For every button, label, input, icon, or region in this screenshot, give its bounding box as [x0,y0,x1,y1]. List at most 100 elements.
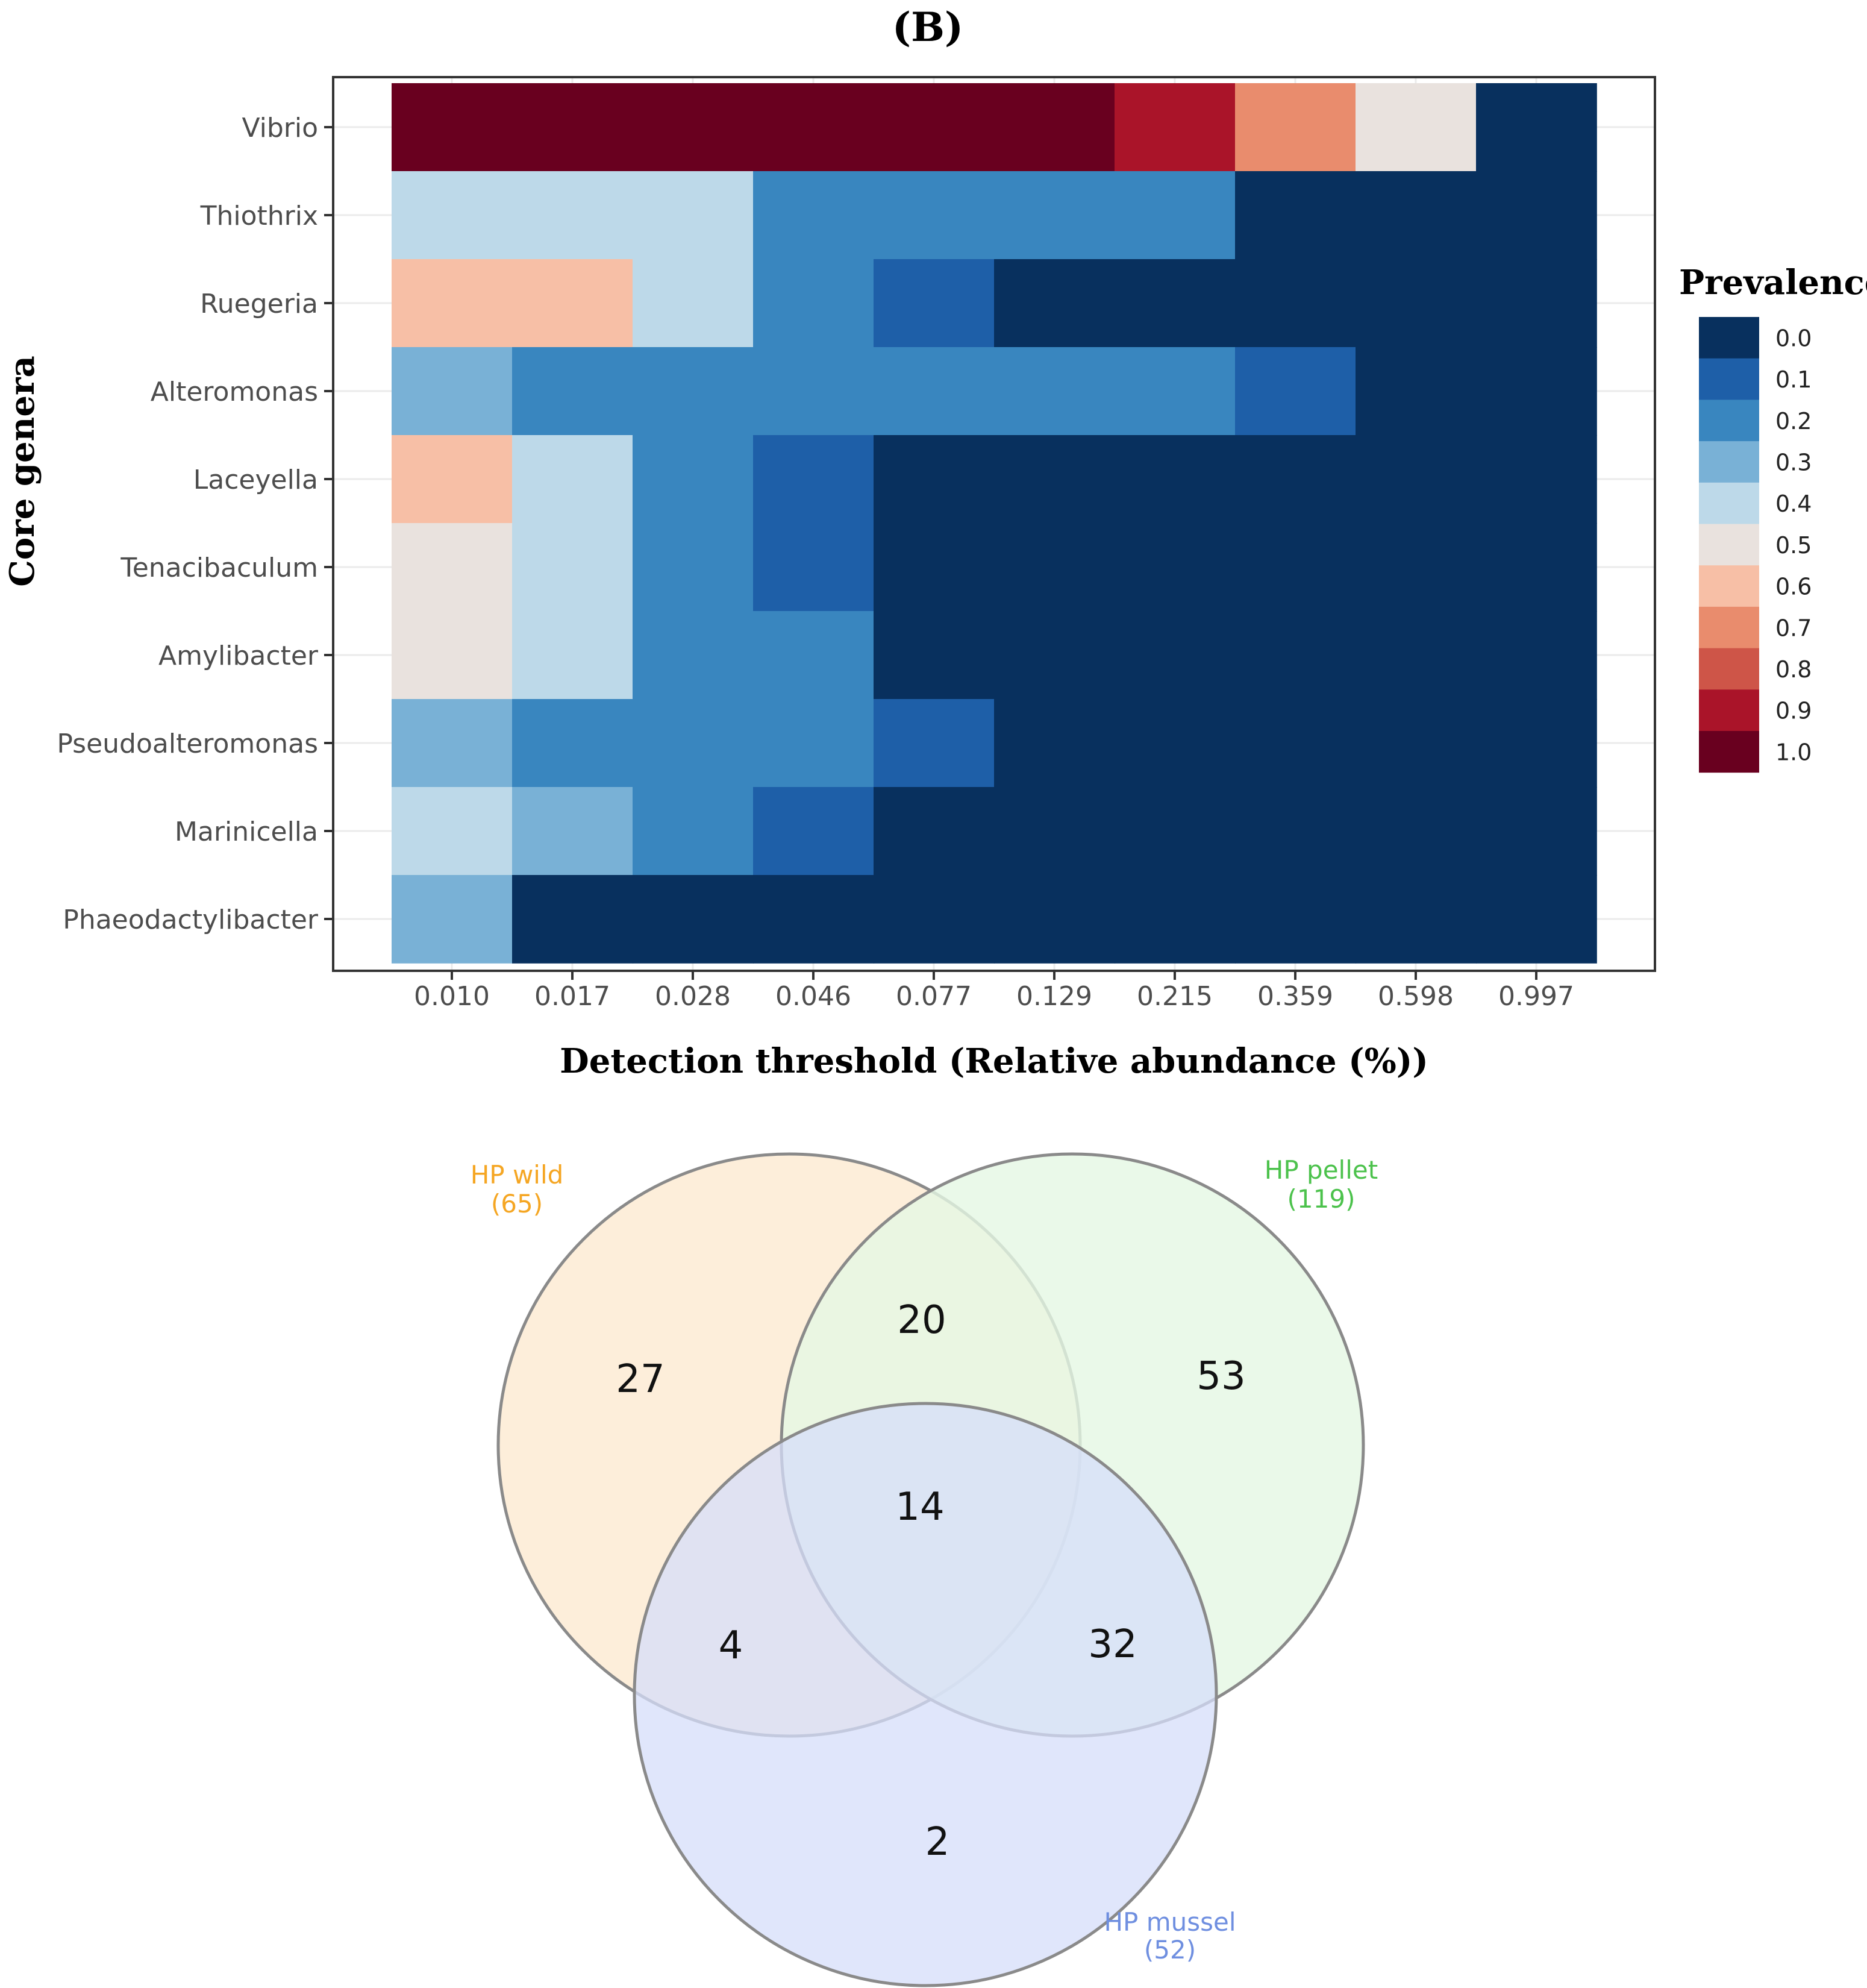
heatmap-cell [392,259,513,348]
x-tick-label: 0.046 [775,981,851,1012]
heatmap-cell [1356,523,1477,612]
heatmap-cell [512,787,633,876]
heatmap-cell [1235,83,1356,172]
heatmap-cell [994,611,1115,700]
legend-key [1699,482,1759,524]
x-axis: 0.010 0.017 0.028 0.046 0.077 0.129 0.215 0.359… [414,971,1574,1012]
heatmap-cell [633,347,754,436]
heatmap-cell [392,171,513,260]
heatmap-cell [1235,787,1356,876]
heatmap-cell [994,171,1115,260]
heatmap-cell [753,699,874,788]
legend-title: Prevalence [1679,263,1867,303]
heatmap-cell [1115,171,1236,260]
heatmap-cell [1476,347,1597,436]
x-axis-title: Detection threshold (Relative abundance … [560,1041,1428,1081]
y-tick-label: Tenacibaculum [120,553,318,583]
heatmap-cell [512,171,633,260]
x-tick-label: 0.359 [1257,981,1333,1012]
y-axis-title: Core genera [2,356,42,586]
heatmap-cell [392,435,513,524]
heatmap-cell [512,347,633,436]
heatmap-cell [512,875,633,964]
legend-label: 0.6 [1775,574,1812,600]
heatmap-cell [1115,83,1236,172]
plot-panel-border [332,76,1656,972]
legend-key [1699,524,1759,566]
heatmap-cell [1115,875,1236,964]
panel-label: (B) [892,4,963,51]
legend-key [1699,565,1759,607]
heatmap-cell [1356,699,1477,788]
heatmap-cell [1476,523,1597,612]
venn-set-label-hp-mussel: HP mussel [1104,1907,1236,1937]
heatmap-cell [994,875,1115,964]
heatmap-cell [1356,435,1477,524]
heatmap-cell [874,347,995,436]
y-tick-label: Amylibacter [158,641,319,671]
heatmap-cell [1356,787,1477,876]
legend-label: 0.3 [1775,449,1812,475]
legend-label: 0.8 [1775,656,1812,683]
venn-set-size-hp-pellet: (119) [1287,1184,1356,1214]
y-tick-label: Marinicella [175,817,318,847]
venn-count-wild-mussel: 4 [719,1623,743,1668]
heatmap-cell [392,787,513,876]
x-tick-label: 0.010 [414,981,490,1012]
heatmap-cell [512,699,633,788]
heatmap-cell [512,611,633,700]
venn-count-mussel-only: 2 [925,1820,950,1864]
heatmap-cell [753,435,874,524]
y-tick-label: Thiothrix [200,201,318,231]
heatmap-cell [1235,259,1356,348]
legend-label: 1.0 [1775,739,1812,765]
heatmap-cell [633,875,754,964]
heatmap-cell [874,611,995,700]
heatmap-cell [633,435,754,524]
heatmap-cell [874,875,995,964]
venn-set-label-hp-pellet: HP pellet [1265,1155,1378,1185]
y-tick-label: Phaeodactylibacter [63,905,319,935]
venn-count-pellet-mussel: 32 [1088,1622,1137,1667]
legend-label: 0.2 [1775,408,1812,434]
heatmap-cell [1356,259,1477,348]
heatmap-cell [1356,611,1477,700]
heatmap-cell [753,259,874,348]
heatmap-cell [512,523,633,612]
venn-count-all-three: 14 [895,1485,944,1529]
heatmap-cell [1356,83,1477,172]
heatmap-cell [994,699,1115,788]
legend-key [1699,317,1759,359]
x-tick-label: 0.017 [534,981,610,1012]
x-tick-label: 0.598 [1378,981,1454,1012]
heatmap-cell [633,171,754,260]
heatmap-cell [1356,875,1477,964]
venn-set-size-hp-wild: (65) [491,1189,543,1218]
heatmap-cell [1476,875,1597,964]
heatmap-cell [753,83,874,172]
y-tick-label: Vibrio [242,113,318,143]
heatmap-cell [1476,259,1597,348]
heatmap-cell [1476,787,1597,876]
heatmap-cell [1476,171,1597,260]
heatmap-cell [633,523,754,612]
heatmap-cell [633,83,754,172]
heatmap-cell [1235,435,1356,524]
heatmap-cell [1235,875,1356,964]
legend-label: 0.9 [1775,698,1812,724]
heatmap-cell [392,523,513,612]
heatmap-cell [1115,347,1236,436]
heatmap-cell [1235,699,1356,788]
y-tick-label: Pseudoalteromonas [57,729,318,759]
y-tick-label: Ruegeria [200,289,318,319]
heatmap-cell [994,259,1115,348]
heatmap-cell [874,699,995,788]
heatmap-cell [1115,787,1236,876]
venn-count-pellet-only: 53 [1196,1354,1245,1399]
legend-key [1699,689,1759,732]
x-tick-label: 0.077 [896,981,972,1012]
x-tick-label: 0.129 [1016,981,1092,1012]
venn-circle-hp-mussel [633,1402,1218,1987]
legend-label: 0.4 [1775,491,1812,517]
heatmap-cell [874,787,995,876]
